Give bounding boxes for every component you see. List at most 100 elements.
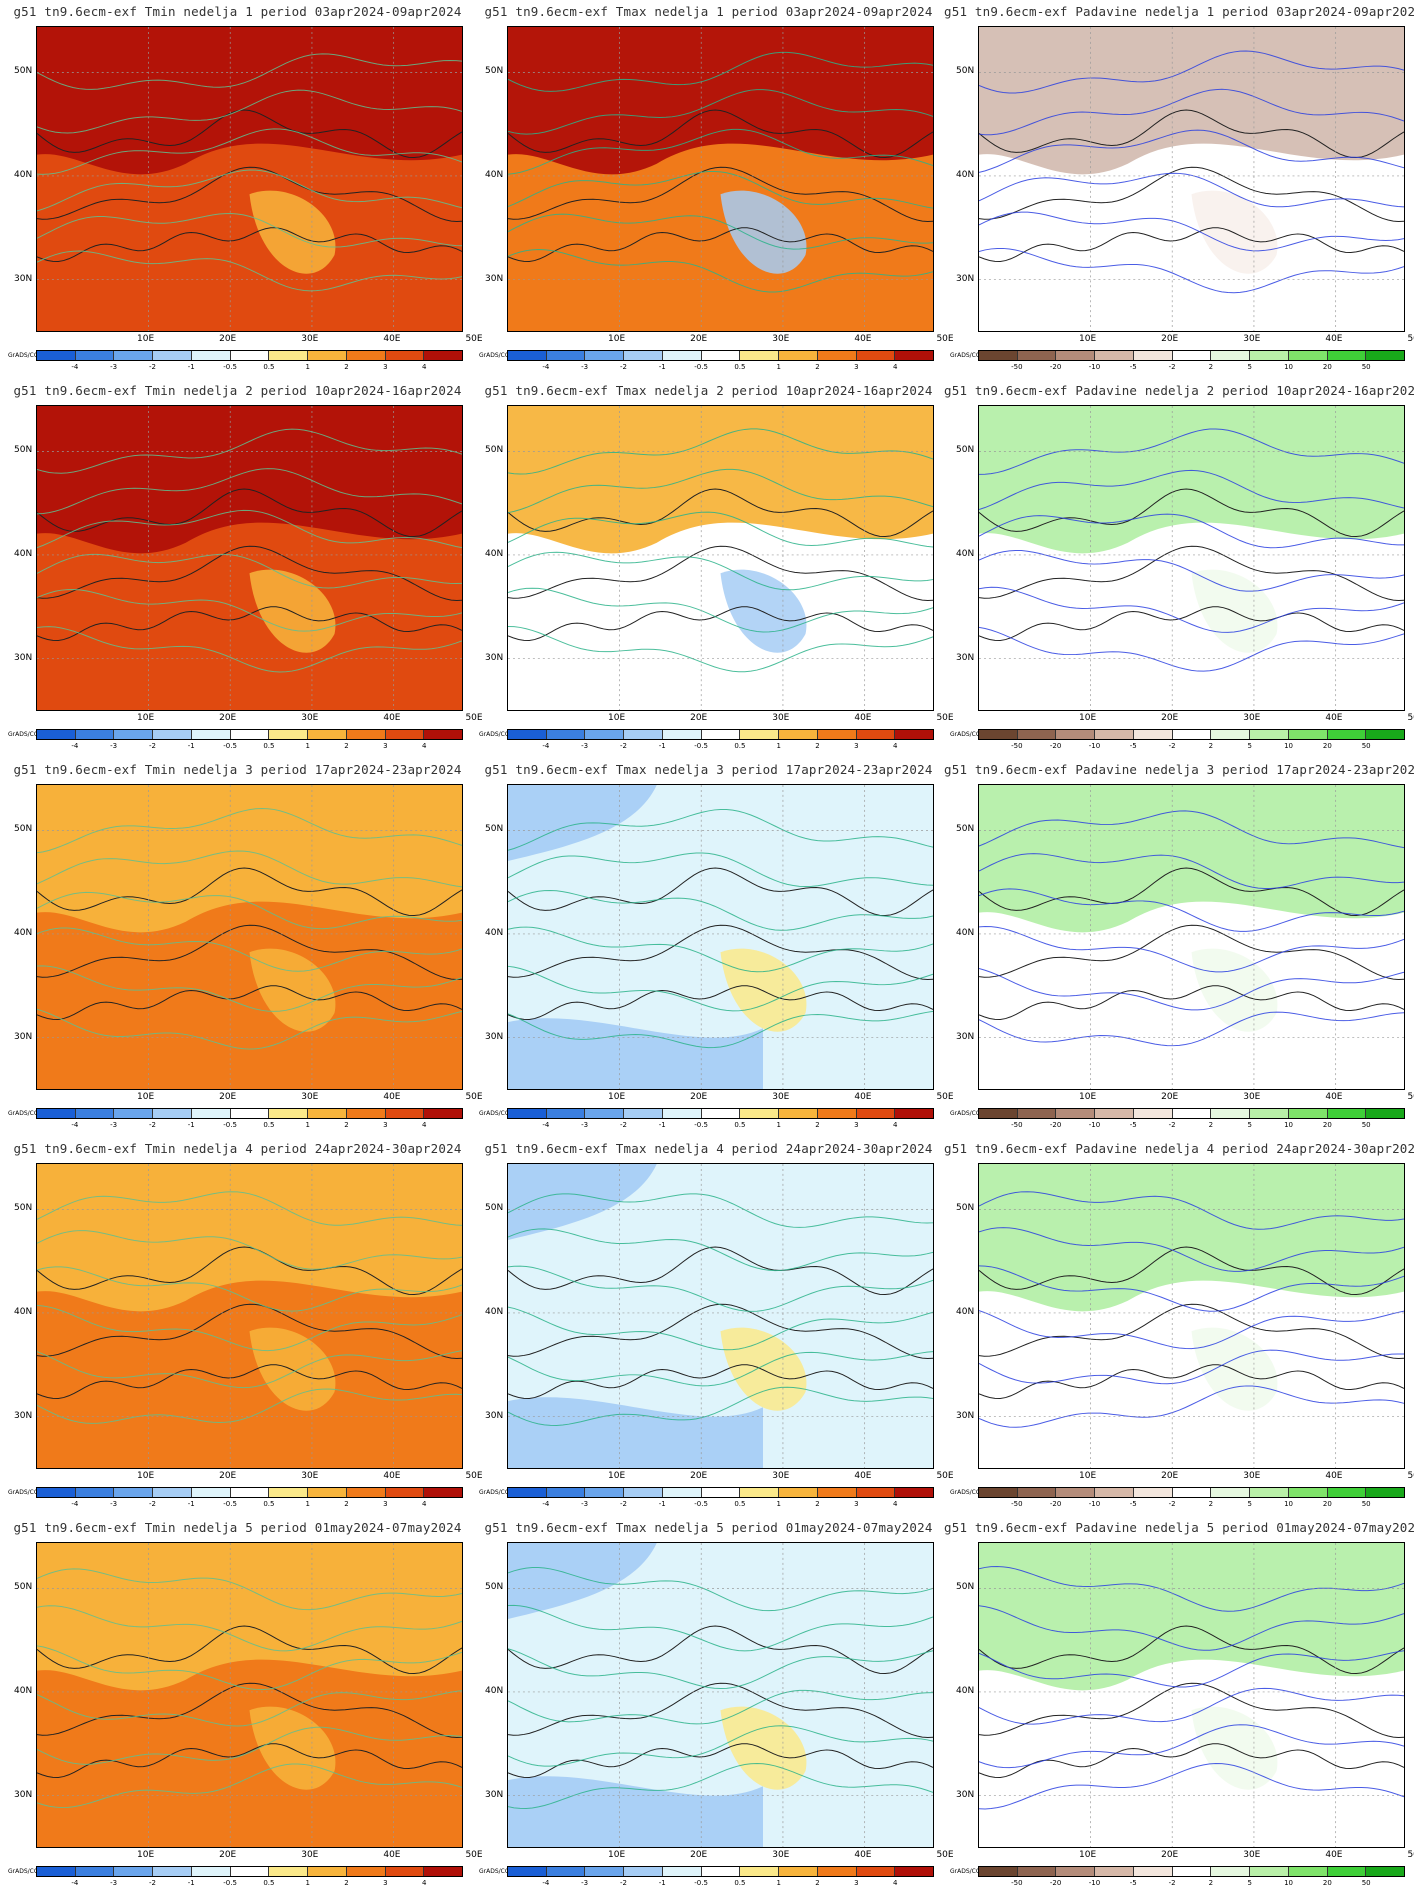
colorbar-tick-label: 4: [421, 1879, 427, 1887]
colorbar-swatch: [1288, 1109, 1328, 1118]
colorbar-swatch: [585, 1488, 625, 1497]
colorbar-swatch: [37, 1488, 76, 1497]
longitude-label: 20E: [690, 334, 708, 344]
contour-line: [979, 88, 1404, 136]
colorbar-tick-label: -1: [187, 1500, 195, 1508]
longitude-label: 50E: [465, 1471, 483, 1481]
coastline: [37, 109, 462, 159]
colorbar-tick-label: -4: [542, 1121, 550, 1129]
map-canvas: [37, 406, 462, 710]
contour-line: [979, 129, 1404, 173]
colorbar-tick-label: -3: [581, 1500, 589, 1508]
colorbar-tick-label: 4: [421, 742, 427, 750]
colorbar-tick-label: -50: [1011, 1879, 1023, 1887]
longitude-label: 50E: [936, 1850, 954, 1860]
longitude-label: 40E: [854, 1471, 872, 1481]
colorbar-tick-label: 2: [1208, 1121, 1214, 1129]
colorbar-swatch: [191, 1109, 231, 1118]
colorbar-tick-label: -3: [110, 1500, 118, 1508]
colorbar-swatch: [230, 351, 270, 360]
contour-line: [979, 1724, 1404, 1769]
latitude-label: 30N: [14, 652, 33, 663]
map-canvas: [979, 406, 1404, 710]
colorbar-tick-label: 4: [421, 1500, 427, 1508]
colorbar-swatch: [701, 351, 741, 360]
credit-label: GrADS/COLA: [8, 1868, 47, 1875]
colorbar-tick-label: -4: [71, 363, 79, 371]
colorbar-tick-label: -2: [619, 1121, 627, 1129]
colorbar-tick-label: -2: [1168, 363, 1176, 371]
coastline: [508, 227, 933, 262]
colorbar-swatch: [856, 730, 896, 739]
latitude-label: 40N: [14, 548, 33, 559]
colorbar-swatch: [385, 730, 425, 739]
colorbar-swatch: [269, 1109, 309, 1118]
longitude-label: 50E: [936, 713, 954, 723]
longitude-label: 10E: [137, 334, 155, 344]
colorbar-tick-label: 50: [1361, 1500, 1371, 1508]
latitude-label: 50N: [956, 823, 975, 834]
coastline: [508, 867, 933, 917]
colorbar-swatch: [424, 730, 463, 739]
colorbar-swatch: [269, 730, 309, 739]
colorbar-tick-label: -10: [1088, 1500, 1101, 1508]
colorbar-tick-label: -1: [187, 742, 195, 750]
colorbar-swatch: [779, 1109, 818, 1118]
anomaly-patch: [979, 1543, 1404, 1691]
latitude-label: 30N: [14, 1031, 33, 1042]
colorbar-tick-label: 0.5: [263, 1500, 275, 1508]
colorbar-swatch: [1133, 730, 1173, 739]
colorbar-swatch: [37, 730, 76, 739]
longitude-label: 10E: [608, 1471, 626, 1481]
map-panel-prec-week-4: g51 tn9.6ecm-exf Padavine nedelja 4 peri…: [944, 1137, 1414, 1516]
colorbar-swatch: [779, 1488, 818, 1497]
anomaly-patch: [37, 785, 462, 933]
colorbar-swatch: [153, 1109, 192, 1118]
coastline: [37, 1743, 462, 1778]
latitude-label: 30N: [14, 1410, 33, 1421]
colorbar-tick-label: 0.5: [263, 742, 275, 750]
colorbar-tick-label: 10: [1284, 1879, 1293, 1887]
contour-line: [37, 1191, 462, 1226]
anomaly-patch: [508, 1543, 763, 1847]
colorbar-swatch: [153, 351, 192, 360]
longitude-label: 30E: [772, 1850, 790, 1860]
colorbar-swatch: [424, 1109, 463, 1118]
contour-line: [508, 890, 933, 931]
anomaly-patch: [1191, 190, 1278, 274]
longitude-label: 20E: [219, 1471, 237, 1481]
contour-line: [37, 1645, 462, 1691]
longitude-label: 50E: [465, 334, 483, 344]
colorbar-swatch: [385, 1109, 425, 1118]
colorbar-tick-label: -2: [619, 363, 627, 371]
credit-label: GrADS/COLA: [950, 1110, 989, 1117]
colorbar-tick-label: -3: [581, 363, 589, 371]
credit-label: GrADS/COLA: [479, 352, 518, 359]
longitude-label: 40E: [1325, 334, 1343, 344]
longitude-label: 30E: [772, 1471, 790, 1481]
longitude-label: 40E: [854, 1850, 872, 1860]
colorbar-tick-label: 2: [1208, 1879, 1214, 1887]
coastline: [508, 1682, 933, 1739]
colorbar: [978, 350, 1405, 361]
colorbar-tick-label: 10: [1284, 742, 1293, 750]
colorbar-swatch: [191, 730, 231, 739]
contour-line: [508, 170, 933, 209]
contour-line: [979, 626, 1404, 672]
anomaly-patch: [720, 190, 807, 274]
colorbar-tick-label: 5: [1247, 1500, 1252, 1508]
map-canvas: [37, 785, 462, 1089]
colorbar-tick-label: 0.5: [734, 742, 746, 750]
latitude-label: 30N: [485, 1789, 504, 1800]
anomaly-map: [507, 1542, 934, 1848]
longitude-label: 10E: [608, 1092, 626, 1102]
colorbar-swatch: [1327, 351, 1367, 360]
colorbar-tick-label: -2: [619, 742, 627, 750]
coastline: [979, 1682, 1404, 1739]
colorbar-swatch: [740, 1867, 780, 1876]
colorbar-tick-label: 2: [1208, 742, 1214, 750]
longitude-label: 20E: [1161, 713, 1179, 723]
contour-line: [508, 468, 933, 514]
colorbar-swatch: [1327, 730, 1367, 739]
coastline: [508, 606, 933, 641]
